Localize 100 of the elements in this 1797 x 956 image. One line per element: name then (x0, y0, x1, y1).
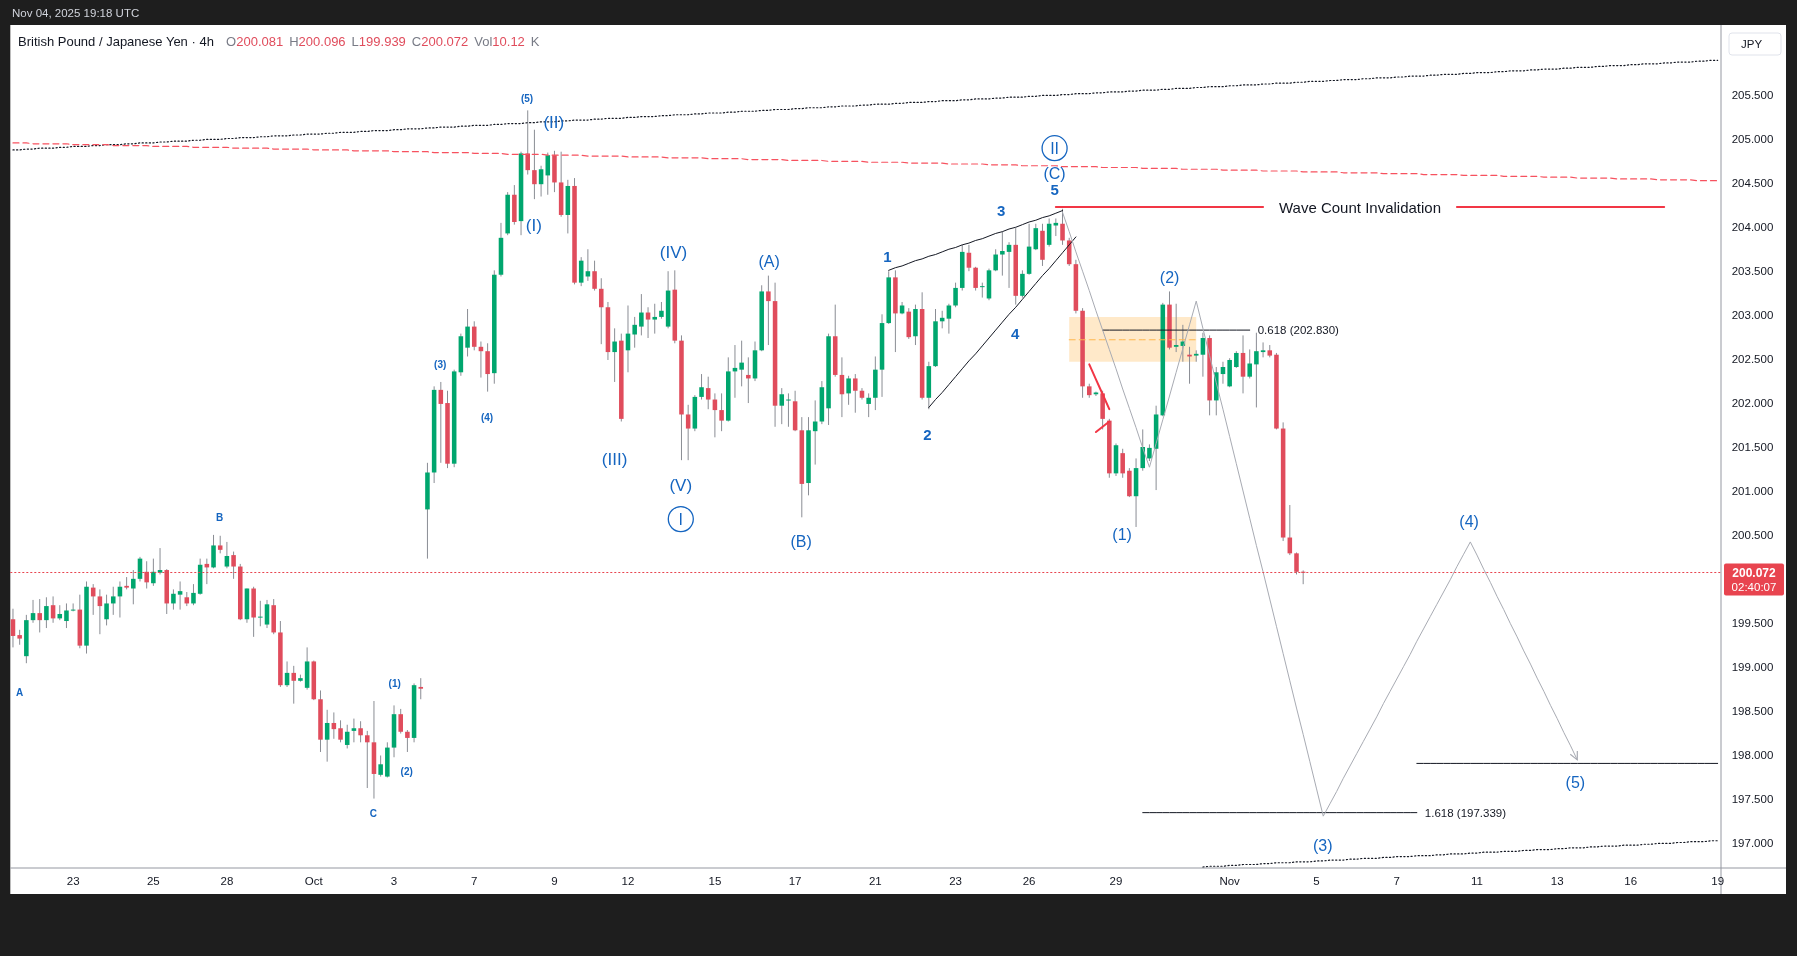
y-tick-label: 197.000 (1731, 836, 1774, 849)
candlestick (946, 303, 952, 335)
annotation: (3) (434, 358, 447, 369)
text: Nov 04, 2025 19:18 UTC (12, 7, 140, 19)
x-tick-label: 7 (471, 875, 478, 887)
candlestick (37, 598, 42, 633)
candlestick (766, 275, 771, 346)
candlestick (1247, 348, 1252, 379)
x-tick-label: 17 (788, 875, 802, 887)
y-tick-label: 205.000 (1731, 133, 1774, 146)
candlestick (1060, 208, 1065, 246)
candlestick (652, 303, 658, 335)
candlestick (44, 596, 49, 629)
candlestick (258, 600, 263, 627)
x-tick-label: 23 (66, 875, 80, 887)
candlestick (405, 729, 410, 753)
y-tick-label: 199.500 (1731, 616, 1774, 629)
candlestick (351, 718, 357, 743)
text: O200.081 H200.096 L199.939 C200.072 Vol10.12 K (226, 33, 540, 49)
candlestick (151, 558, 156, 587)
candlestick (866, 392, 871, 418)
candlestick (786, 392, 791, 428)
candlestick (1140, 428, 1146, 472)
y-tick-label: 198.500 (1731, 704, 1774, 717)
candlestick (719, 392, 724, 432)
text: British Pound / Japanese Yen · 4h (18, 33, 214, 49)
candlestick (144, 560, 149, 590)
annotation: 1 (883, 247, 892, 265)
line-series (1202, 840, 1719, 868)
y-axis-title: JPY (1741, 38, 1763, 50)
candlestick (358, 720, 363, 743)
annotation: 3 (996, 201, 1006, 219)
candlestick (177, 580, 183, 611)
y-tick-label: 201.000 (1731, 484, 1774, 497)
annotation: (1) (1112, 525, 1132, 543)
line-series (928, 236, 1077, 408)
candlestick (953, 282, 958, 308)
annotation: A (16, 686, 24, 698)
candlestick (993, 248, 998, 272)
annotation: 2 (923, 425, 932, 443)
candlestick (131, 569, 136, 605)
candlestick (97, 588, 103, 635)
candlestick (525, 109, 530, 176)
series-label: Wave Count Invalidation (1278, 198, 1442, 216)
candlestick (1294, 551, 1299, 575)
ref-line-label: 200.072 (1732, 565, 1777, 580)
x-tick-label: 5 (1313, 875, 1320, 887)
candlestick (291, 665, 297, 705)
annotation: (5) (520, 92, 534, 104)
candlestick (973, 266, 978, 292)
candlestick (485, 342, 490, 393)
line-series (12, 142, 1719, 182)
annotation: (2) (1159, 268, 1180, 286)
x-tick-label: 12 (621, 875, 635, 887)
annotation: II (1050, 139, 1060, 157)
candlestick (1193, 349, 1199, 363)
y-tick-label: 204.500 (1731, 177, 1774, 190)
x-tick-label: Oct (304, 875, 324, 887)
candlestick (1000, 231, 1005, 277)
candlestick (1173, 303, 1179, 353)
annotation: C (369, 807, 377, 819)
candlestick (699, 373, 704, 401)
candlestick (746, 356, 751, 404)
y-tick-label: 202.500 (1731, 353, 1774, 366)
x-tick-label: 28 (220, 875, 234, 887)
line-series (1088, 363, 1111, 411)
annotation: (A) (758, 252, 780, 270)
candlestick (853, 373, 858, 414)
candlestick (685, 404, 691, 461)
candlestick (465, 308, 470, 357)
y-tick-label: 203.000 (1731, 309, 1774, 322)
candlestick (418, 677, 424, 700)
annotation: (5) (1565, 773, 1586, 791)
y-tick-label: 204.000 (1731, 221, 1774, 234)
candlestick (365, 730, 370, 789)
candlestick (171, 588, 176, 611)
candlestick (191, 583, 196, 606)
y-tick-label: 198.000 (1731, 748, 1774, 761)
candlestick (612, 327, 617, 383)
annotation: I (678, 510, 684, 528)
annotation: (4) (480, 411, 494, 423)
annotation: (B) (790, 532, 812, 550)
candlestick (338, 719, 343, 743)
y-tick-label: 197.500 (1731, 792, 1774, 805)
x-tick-label: 11 (1471, 875, 1483, 887)
candlestick (1120, 448, 1125, 479)
x-tick-label: 21 (868, 875, 882, 887)
candlestick (532, 129, 537, 200)
candlestick (378, 755, 383, 778)
annotation: (4) (1459, 512, 1479, 530)
annotation: (2) (400, 765, 413, 777)
y-tick-label: 205.500 (1731, 89, 1774, 102)
x-tick-label: 3 (390, 875, 398, 887)
candlestick (779, 387, 785, 425)
y-tick-label: 200.500 (1731, 528, 1774, 541)
x-tick-label: 15 (708, 875, 722, 887)
annotation: B (215, 511, 224, 523)
y-tick-label: 203.500 (1731, 265, 1774, 278)
x-tick-label: 7 (1393, 875, 1400, 887)
candlestick (1254, 332, 1259, 408)
